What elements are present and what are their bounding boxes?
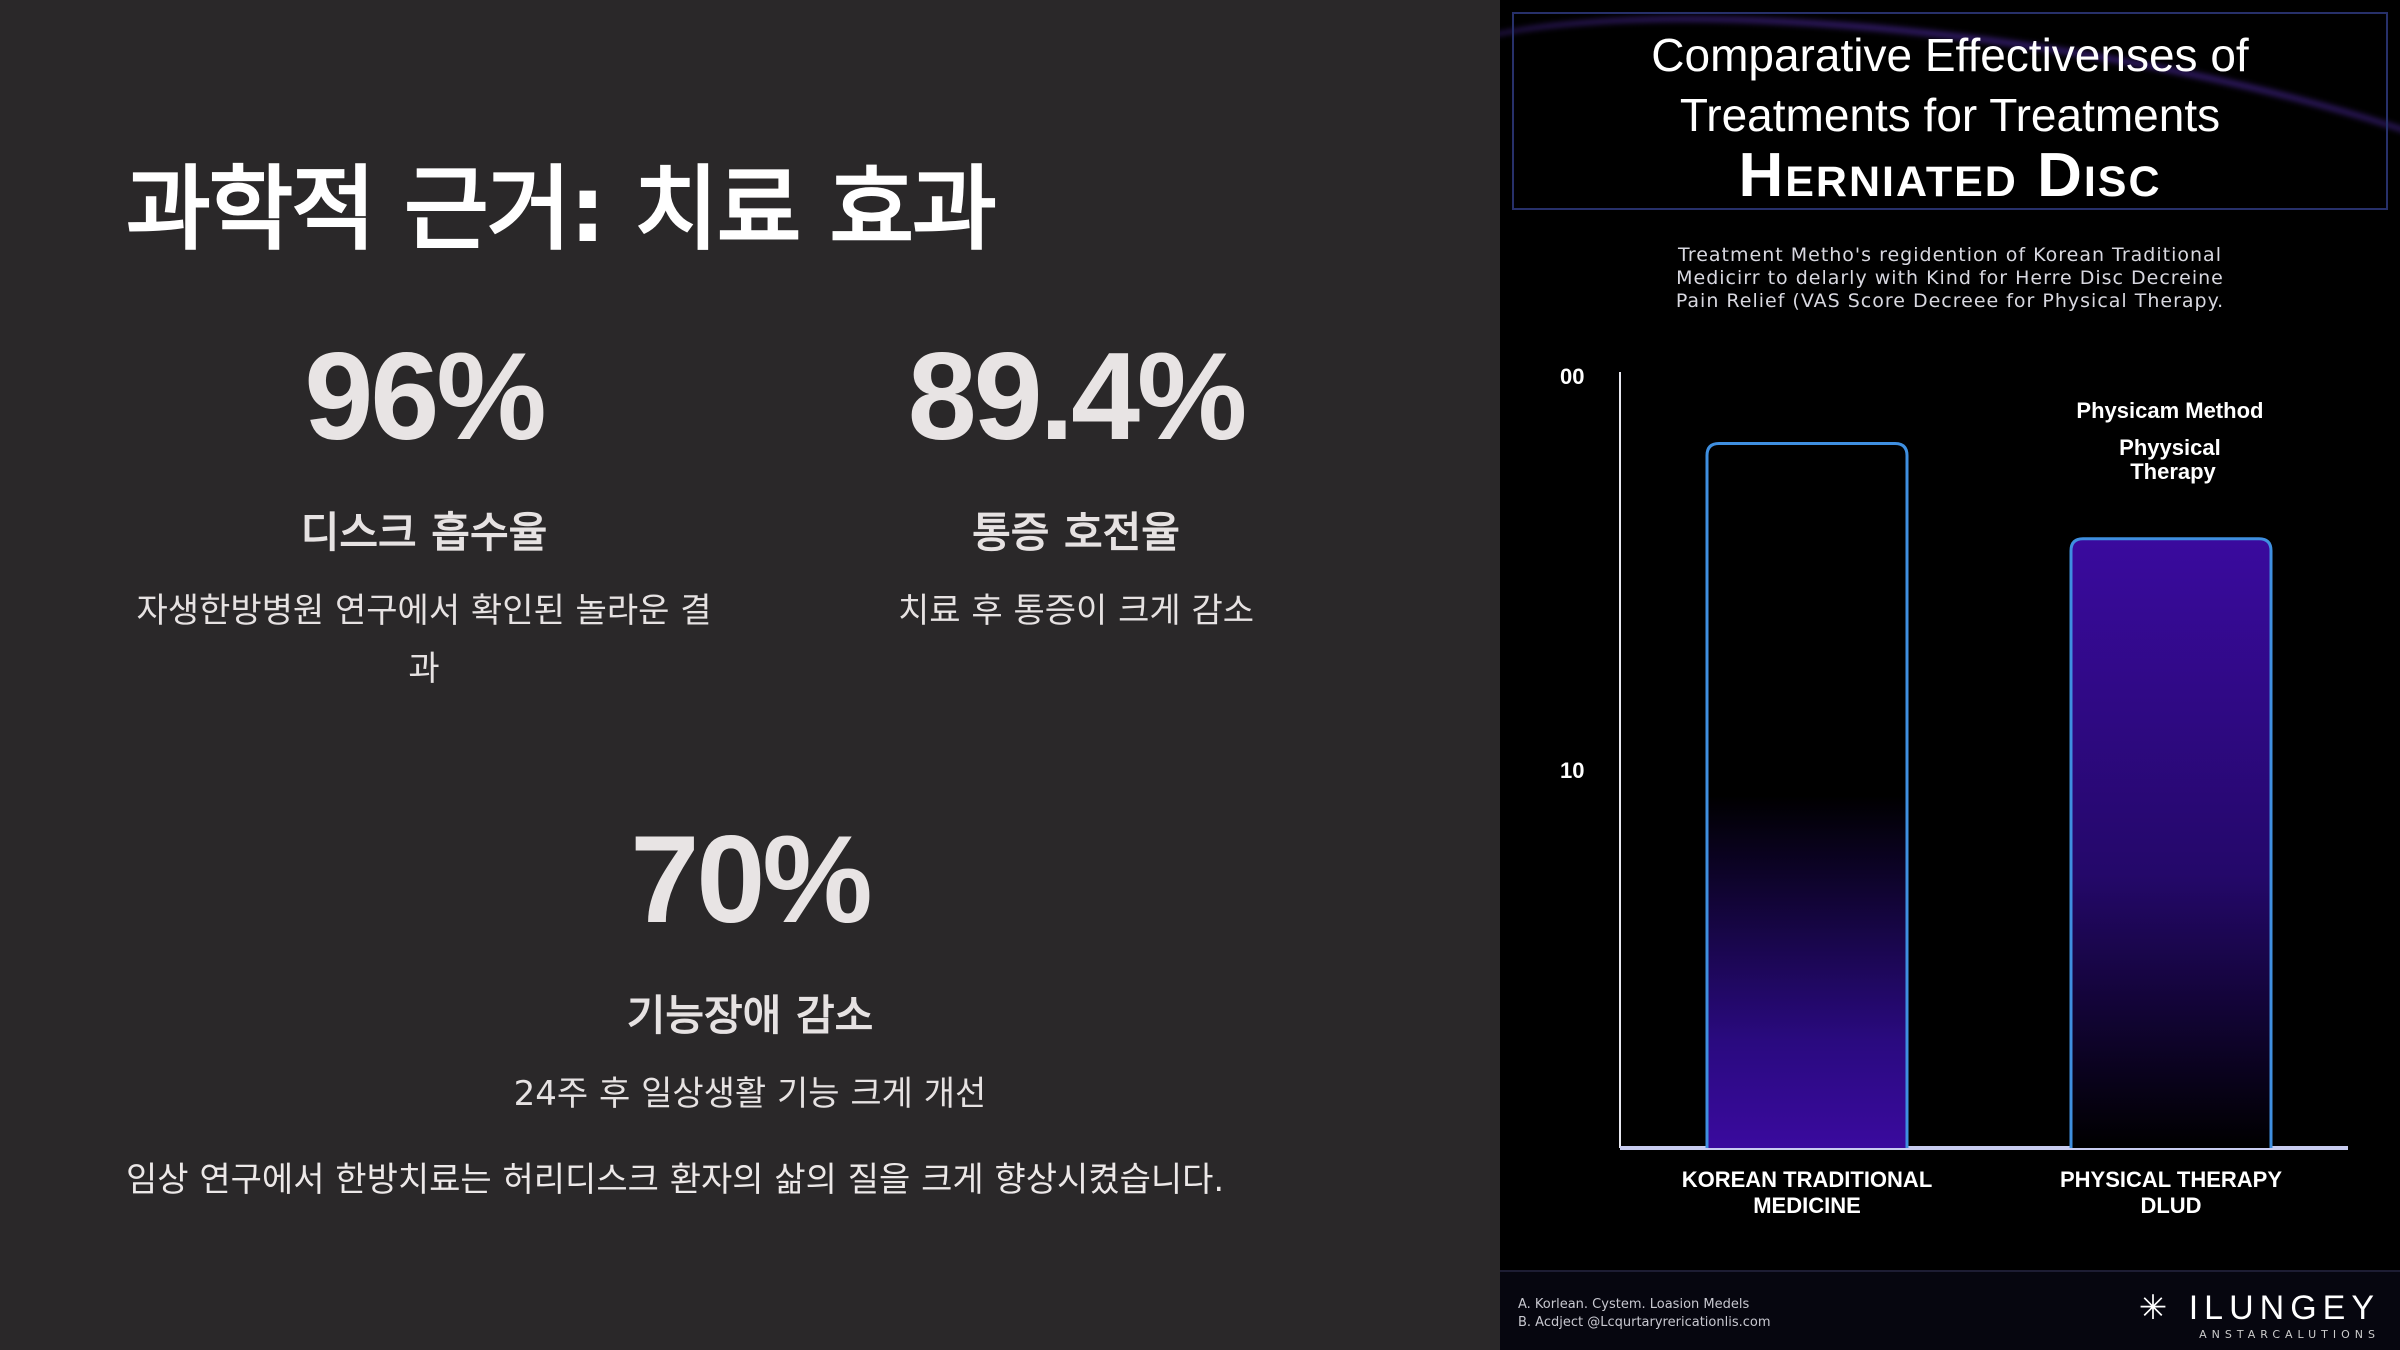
- footnotes: A. Korlean. Cystem. Loasion Medels B. Ac…: [1518, 1296, 1770, 1332]
- stat-label: 통증 호전율: [972, 508, 1180, 557]
- footnote: B. Acdject @Lcqurtaryrericationlis.com: [1518, 1315, 1771, 1330]
- bar-chart: 00 10 Physicam Method Phyysical Therapy …: [1560, 364, 2348, 1218]
- logo-name: ILUNGEY: [2188, 1289, 2380, 1327]
- stat-value: 70%: [630, 811, 872, 949]
- slide-title: 과학적 근거: 치료 효과: [126, 156, 997, 263]
- x-tick-label: PHYSICAL THERAPY DLUD: [2060, 1167, 2282, 1218]
- infographic-image: Comparative Effectivenses of Treatments …: [1500, 0, 2400, 1350]
- stat-label: 기능장애 감소: [626, 991, 874, 1040]
- logo-tagline: ANSTARCALUTIONS: [2199, 1328, 2380, 1341]
- slide-panel: 과학적 근거: 치료 효과 96% 디스크 흡수율 자생한방병원 연구에서 확인…: [104, 156, 1396, 1200]
- starburst-icon: ✳: [2138, 1289, 2174, 1327]
- stat-disc-absorption: 96% 디스크 흡수율 자생한방병원 연구에서 확인된 놀라운 결과: [104, 335, 744, 698]
- subtitle-line: Medicirr to delarly with Kind for Herre …: [1676, 267, 2224, 289]
- logo: ✳ ILUNGEY ANSTARCALUTIONS: [2139, 1288, 2380, 1341]
- stat-label: 디스크 흡수율: [300, 508, 548, 557]
- subtitle-line: Pain Relief (VAS Score Decreee for Physi…: [1675, 290, 2225, 312]
- infographic-footer: A. Korlean. Cystem. Loasion Medels B. Ac…: [1500, 1270, 2400, 1350]
- slide-footer-text: 임상 연구에서 한방치료는 허리디스크 환자의 삶의 질을 크게 향상시켰습니다…: [126, 1160, 1225, 1200]
- bar-0: [1705, 442, 1909, 1148]
- infographic-title-line2: Treatments for Treatments: [1679, 89, 2221, 141]
- x-tick-label: KOREAN TRADITIONAL MEDICINE: [1682, 1167, 1933, 1218]
- stat-pain-improvement: 89.4% 통증 호전율 치료 후 통증이 크게 감소: [756, 335, 1396, 640]
- infographic-title-line1: Comparative Effectivenses of: [1651, 29, 2249, 81]
- stat-value: 89.4%: [907, 328, 1248, 466]
- bar-1: [2069, 537, 2273, 1148]
- y-tick-label: 00: [1560, 364, 1584, 389]
- title-frame: [1512, 12, 2388, 210]
- subtitle-line: Treatment Metho's regidention of Korean …: [1678, 244, 2222, 266]
- stat-description: 치료 후 통증이 크게 감소: [897, 591, 1255, 631]
- stat-description: 자생한방병원 연구에서 확인된 놀라운 결과: [136, 591, 712, 689]
- stat-description: 24주 후 일상생활 기능 크게 개선: [513, 1074, 987, 1114]
- footnote: A. Korlean. Cystem. Loasion Medels: [1518, 1297, 1750, 1312]
- stat-disability-reduction: 70% 기능장애 감소 24주 후 일상생활 기능 크게 개선: [430, 818, 1070, 1123]
- stat-value: 96%: [304, 328, 546, 466]
- infographic-subtitle: Treatment Metho's regidention of Korean …: [1500, 244, 2400, 313]
- infographic-title-line3: Herniated Disc: [1738, 141, 2162, 210]
- y-tick-label: 10: [1560, 758, 1584, 783]
- bar-annotation: Physicam Method Phyysical Therapy: [2076, 398, 2269, 484]
